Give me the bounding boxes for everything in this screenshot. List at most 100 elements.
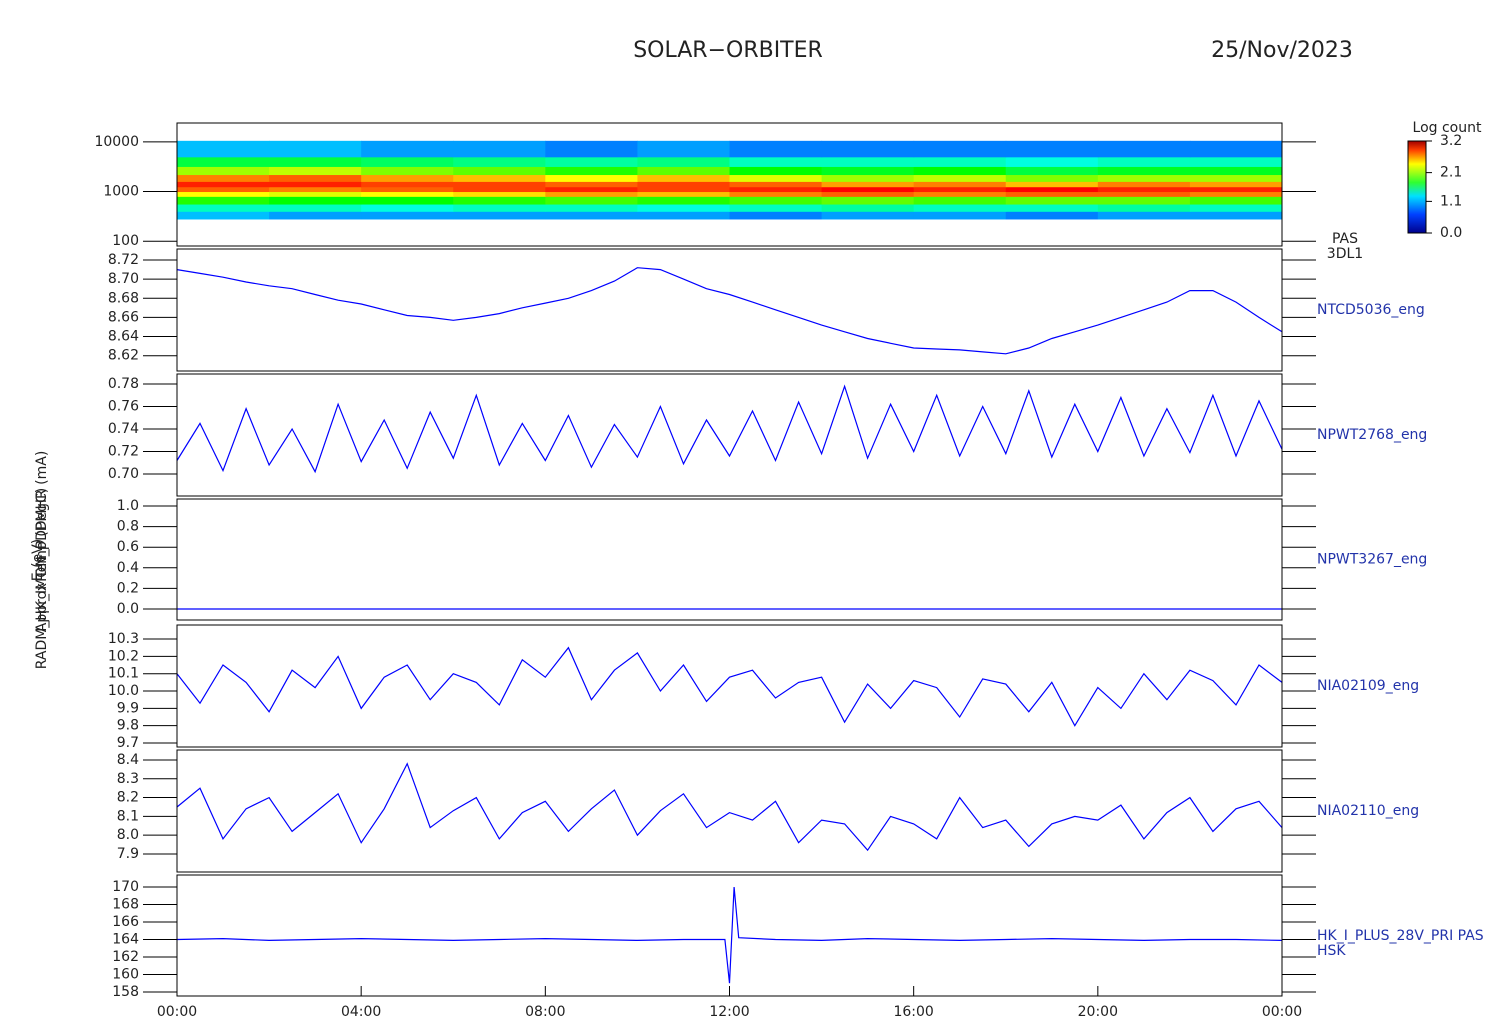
heat-cell [637,196,730,205]
heat-cell [361,186,454,193]
heat-cell [269,181,362,188]
heat-cell [177,196,270,205]
y-tick-label: 0.70 [108,466,139,482]
y-tick-label: 1000 [103,184,139,200]
panel-frame [176,498,1283,621]
heat-cell [1005,156,1099,167]
panel-frame [176,122,1283,247]
y-tick-label: 158 [112,984,139,1000]
y-tick-label: 10.3 [108,631,139,647]
y-tick-label: 8.3 [117,771,139,787]
heat-cell [729,204,823,212]
heat-cell [1097,204,1191,212]
heat-cell [1189,196,1283,205]
heat-cell [269,186,362,193]
y-tick-label: 0.78 [108,376,139,392]
y-tick-label: 8.72 [108,252,139,268]
heat-cell [729,191,823,197]
y-tick-label: 168 [112,896,139,912]
heat-cell [177,204,270,212]
panel-label: NPWT3267_eng [1317,552,1427,568]
x-tick-label: 16:00 [893,1004,933,1020]
x-tick-label: 12:00 [709,1004,749,1020]
panel-label: NTCD5036_eng [1317,302,1425,318]
title: SOLAR−ORBITER [633,38,823,63]
heat-cell [637,191,730,197]
heat-cell [361,140,454,158]
heat-cell [1097,156,1191,167]
y-axis-label: RADM_HK_IMON_PDPMHR (mA) [34,451,50,670]
heat-cell [177,174,270,182]
y-tick-label: 8.68 [108,290,139,306]
panel-label: NIA02109_eng [1317,678,1419,694]
heat-cell [361,156,454,167]
y-tick-label: 9.9 [117,700,139,716]
colorbar-tick-label: 3.2 [1440,133,1462,149]
y-tick-label: 0.0 [117,601,139,617]
heat-cell [1097,196,1191,205]
panel-label: HK_I_PLUS_28V_PRI PAS [1317,928,1484,944]
heat-cell [361,204,454,212]
colorbar-tick-label: 0.0 [1440,225,1462,241]
y-tick-label: 9.7 [117,735,139,751]
heat-cell [1097,211,1191,220]
date: 25/Nov/2023 [1211,38,1353,63]
heat-cell [545,166,638,176]
heat-cell [637,186,730,193]
heat-cell [1097,181,1191,188]
heat-cell [821,204,915,212]
heat-cell [913,211,1007,220]
heat-cell [1189,166,1283,176]
data-line [176,886,1283,984]
y-tick-label: 10000 [94,134,139,150]
y-tick-label: 1.0 [117,498,139,514]
heat-cell [453,204,546,212]
panel-label: 3DL1 [1327,246,1363,262]
heat-cell [821,174,915,182]
heat-cell [1097,186,1191,193]
y-tick-label: 8.70 [108,271,139,287]
data-line [176,267,1283,355]
colorbar-tick-label: 1.1 [1440,193,1462,209]
y-tick-label: 0.6 [117,539,139,555]
y-tick-label: 162 [112,949,139,965]
panel-label: NPWT2768_eng [1317,427,1427,443]
heat-cell [453,181,546,188]
colorbar [1407,140,1427,234]
heat-cell [361,191,454,197]
heat-cell [1097,140,1191,158]
heat-cell [545,174,638,182]
heat-cell [637,211,730,220]
y-tick-label: 170 [112,879,139,895]
heat-cell [177,140,270,158]
heat-cell [1005,196,1099,205]
heat-cell [1005,191,1099,197]
heat-cell [453,166,546,176]
heat-cell [1189,181,1283,188]
panel-label: NIA02110_eng [1317,803,1419,819]
heat-cell [1189,156,1283,167]
y-tick-label: 160 [112,966,139,982]
heat-cell [821,166,915,176]
heat-cell [177,181,270,188]
x-tick-label: 00:00 [157,1004,197,1020]
heat-cell [913,140,1007,158]
heat-cell [453,140,546,158]
heat-cell [269,156,362,167]
heat-cell [361,166,454,176]
heat-cell [269,174,362,182]
data-line [176,384,1283,474]
y-tick-label: 8.0 [117,827,139,843]
y-tick-label: 0.8 [117,519,139,535]
heat-cell [1005,140,1099,158]
heat-cell [545,211,638,220]
heat-cell [637,174,730,182]
heat-cell [545,140,638,158]
panel-label: PAS [1332,231,1358,247]
heat-cell [1189,186,1283,193]
heat-cell [177,156,270,167]
heat-cell [913,181,1007,188]
heat-cell [545,186,638,193]
heat-cell [913,166,1007,176]
